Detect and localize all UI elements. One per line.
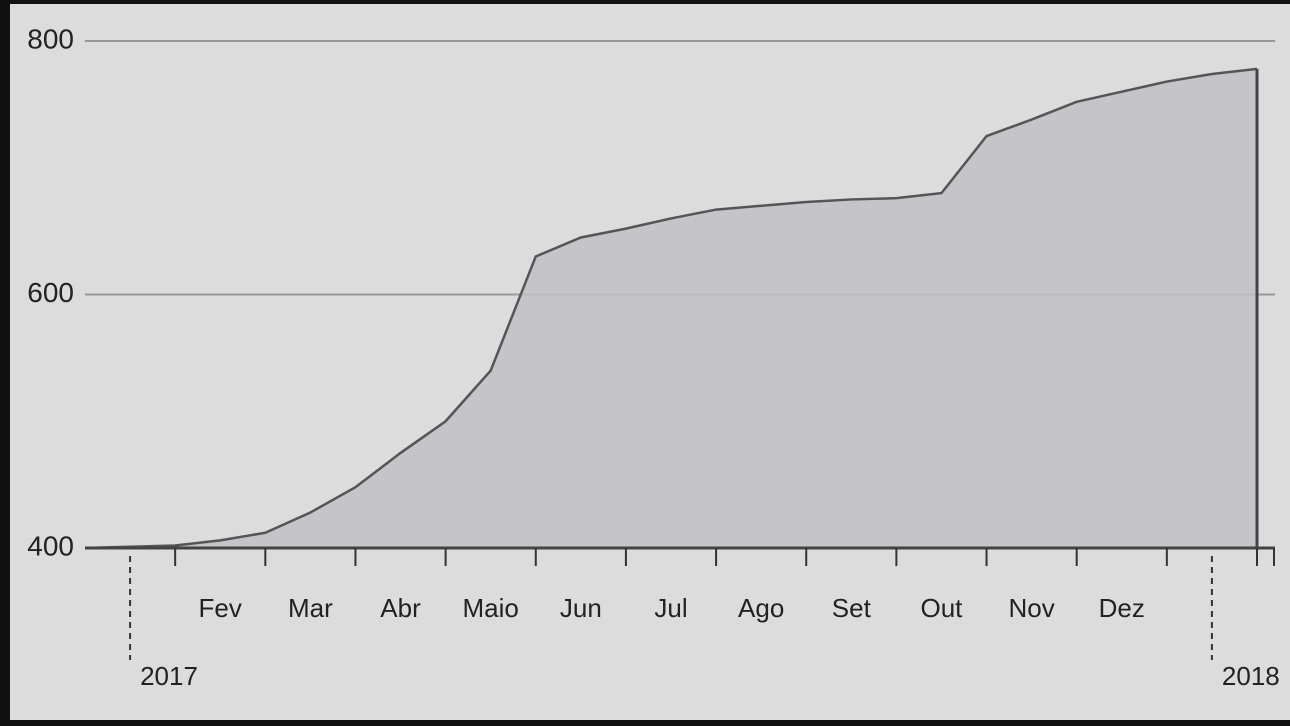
y-tick-label: 800 xyxy=(27,23,74,54)
x-tick-label: Jul xyxy=(654,593,687,623)
x-tick-label: Fev xyxy=(199,593,242,623)
y-tick-label: 600 xyxy=(27,277,74,308)
y-tick-label: 400 xyxy=(27,530,74,561)
x-tick-label: Mar xyxy=(288,593,333,623)
year-label: 2018 xyxy=(1222,661,1280,691)
year-label: 2017 xyxy=(140,661,198,691)
x-tick-label: Set xyxy=(832,593,872,623)
x-tick-label: Out xyxy=(921,593,964,623)
x-tick-label: Nov xyxy=(1008,593,1054,623)
x-tick-label: Jun xyxy=(560,593,602,623)
x-tick-label: Ago xyxy=(738,593,784,623)
x-tick-label: Maio xyxy=(463,593,519,623)
x-tick-label: Dez xyxy=(1099,593,1145,623)
page: {"chart_data": {"type": "area", "categor… xyxy=(0,0,1290,726)
x-tick-label: Abr xyxy=(380,593,421,623)
chart: 400 600 800 Fev Mar Abr Maio Jun Jul Ago Set Out Nov… xyxy=(0,0,1290,726)
